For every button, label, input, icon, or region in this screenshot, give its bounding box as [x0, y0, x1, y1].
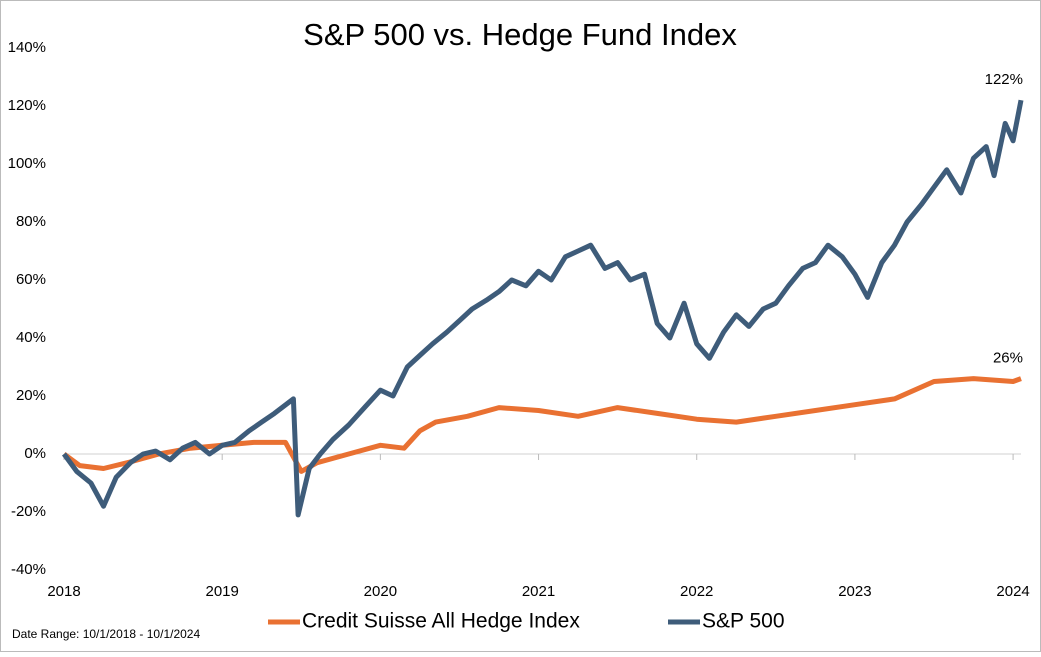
y-tick-label: 0%: [24, 445, 46, 462]
series-line: [62, 376, 1022, 474]
x-tick-label: 2019: [205, 583, 238, 600]
x-tick-label: 2022: [680, 583, 713, 600]
legend-label: Credit Suisse All Hedge Index: [302, 610, 580, 633]
x-tick-label: 2020: [364, 583, 397, 600]
x-tick-label: 2023: [838, 583, 871, 600]
y-tick-label: 20%: [16, 387, 46, 404]
y-tick-label: 60%: [16, 271, 46, 288]
y-tick-label: -20%: [11, 503, 46, 520]
y-tick-label: 140%: [8, 39, 46, 56]
y-tick-label: 80%: [16, 213, 46, 230]
footnote: Date Range: 10/1/2018 - 10/1/2024: [12, 627, 200, 641]
end-label: 26%: [993, 350, 1023, 367]
end-label: 122%: [985, 71, 1023, 88]
x-tick-label: 2018: [47, 583, 80, 600]
y-tick-label: -40%: [11, 561, 46, 578]
series-line: [61, 99, 1024, 518]
x-tick-label: 2024: [996, 583, 1029, 600]
y-tick-label: 40%: [16, 329, 46, 346]
legend-label: S&P 500: [702, 610, 785, 633]
y-tick-label: 100%: [8, 155, 46, 172]
chart-title: S&P 500 vs. Hedge Fund Index: [303, 17, 737, 52]
y-tick-label: 120%: [8, 97, 46, 114]
x-tick-label: 2021: [522, 583, 555, 600]
